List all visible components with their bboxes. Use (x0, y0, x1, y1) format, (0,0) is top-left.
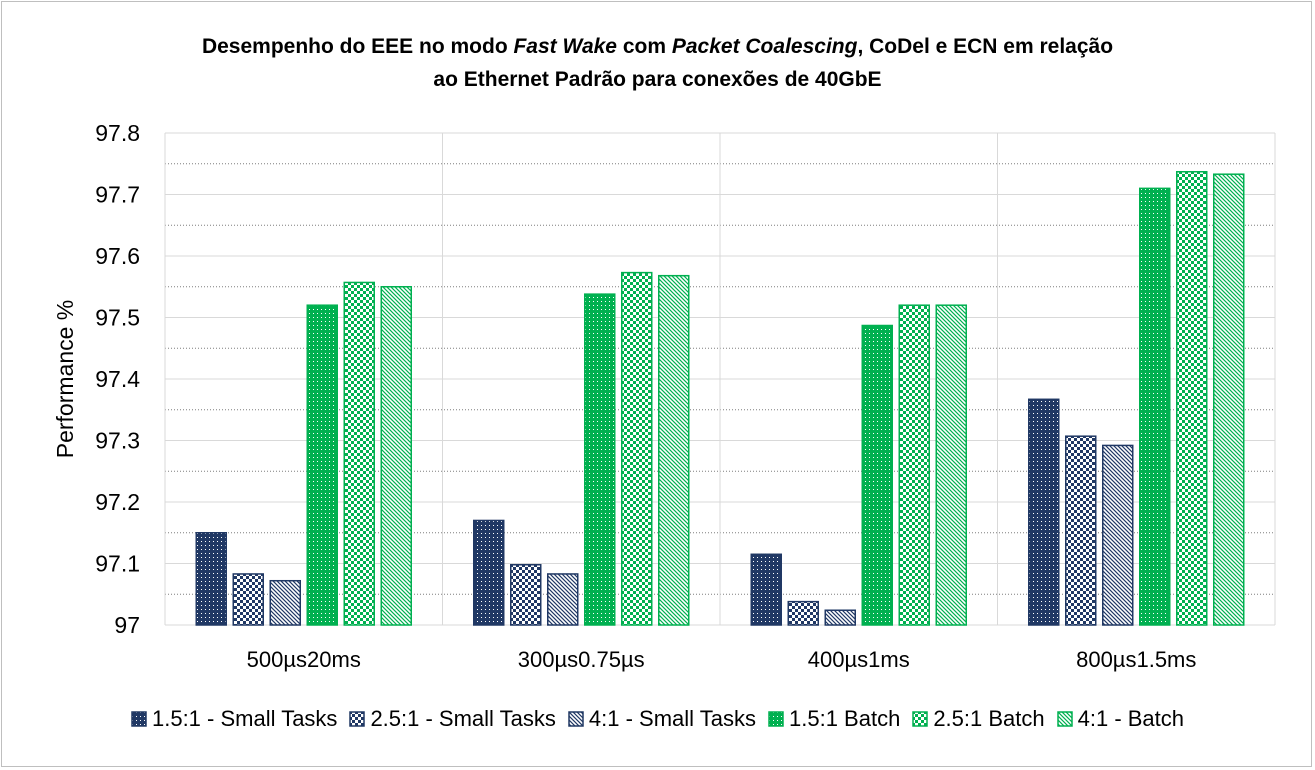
legend-label: 4:1 - Batch (1077, 706, 1185, 731)
legend-swatch (131, 711, 147, 727)
y-tick-label: 97.4 (95, 366, 140, 392)
bar (658, 274, 690, 626)
bar (824, 609, 856, 626)
y-tick-label: 97.3 (95, 428, 140, 454)
chart-title: Desempenho do EEE no modo Fast Wake com … (0, 30, 1315, 96)
bar (750, 553, 782, 626)
legend-label: 2.5:1 - Small Tasks (370, 706, 556, 731)
legend-swatch (1056, 711, 1073, 727)
legend-item: 2.5:1 Batch (912, 706, 1045, 732)
bar (232, 573, 264, 626)
legend-swatch (768, 711, 784, 727)
bar (1065, 435, 1097, 626)
y-axis-label: Performance % (52, 300, 78, 459)
y-tick-label: 97.5 (95, 305, 140, 331)
bar (473, 519, 505, 626)
legend-swatch (568, 711, 584, 727)
chart-title-part: Fast Wake (513, 35, 617, 58)
legend-item: 1.5:1 - Small Tasks (131, 706, 337, 732)
y-tick-label: 97.2 (95, 489, 140, 515)
chart-legend: 1.5:1 - Small Tasks 2.5:1 - Small Tasks 4:… (0, 706, 1315, 732)
chart-plot: 97 97.1 97.2 97.3 97.4 97.5 97.6 97.7 97.8 Perfor… (52, 120, 1276, 672)
bar (1176, 170, 1208, 626)
legend-item: 4:1 - Small Tasks (568, 706, 756, 732)
bar (195, 532, 227, 626)
bar (343, 281, 375, 626)
chart-title-part: com (616, 35, 672, 58)
bar (1028, 398, 1060, 626)
chart-title-part: Packet Coalescing (671, 35, 858, 58)
x-category-label: 800µs1.5ms (1076, 647, 1196, 672)
y-tick-label: 97.8 (95, 120, 140, 146)
legend-swatch (349, 711, 366, 727)
chart-title-part: , CoDel e ECN em relação (857, 35, 1114, 58)
y-tick-label: 97.1 (95, 551, 140, 577)
bar (306, 304, 338, 626)
chart-title-part: Desempenho do EEE no modo (201, 35, 514, 58)
bar (510, 563, 542, 626)
legend-item: 2.5:1 - Small Tasks (349, 706, 556, 732)
bar (547, 573, 579, 626)
bar (787, 600, 819, 626)
bar (380, 286, 412, 626)
bar (621, 271, 653, 626)
y-tick-label: 97 (114, 612, 140, 638)
bar (1102, 444, 1134, 626)
legend-label: 1.5:1 - Small Tasks (151, 706, 338, 731)
y-tick-label: 97.6 (95, 243, 140, 269)
legend-item: 4:1 - Batch (1056, 706, 1185, 732)
y-tick-label: 97.7 (95, 182, 140, 208)
bar (269, 579, 301, 626)
bar (1213, 173, 1245, 626)
bar (584, 293, 616, 626)
x-category-label: 300µs0.75µs (518, 647, 645, 672)
legend-label: 1.5:1 Batch (789, 706, 901, 731)
x-category-label: 400µs1ms (808, 647, 910, 672)
x-category-label: 500µs20ms (247, 647, 361, 672)
legend-label: 2.5:1 Batch (933, 706, 1045, 731)
legend-swatch (912, 711, 929, 727)
bar (898, 304, 930, 626)
legend-item: 1.5:1 Batch (768, 706, 900, 732)
bar (861, 324, 893, 626)
chart-title-part: ao Ethernet Padrão para conexões de 40Gb… (433, 68, 882, 91)
legend-label: 4:1 - Small Tasks (588, 706, 756, 731)
bar (935, 304, 967, 626)
bar (1139, 187, 1171, 626)
